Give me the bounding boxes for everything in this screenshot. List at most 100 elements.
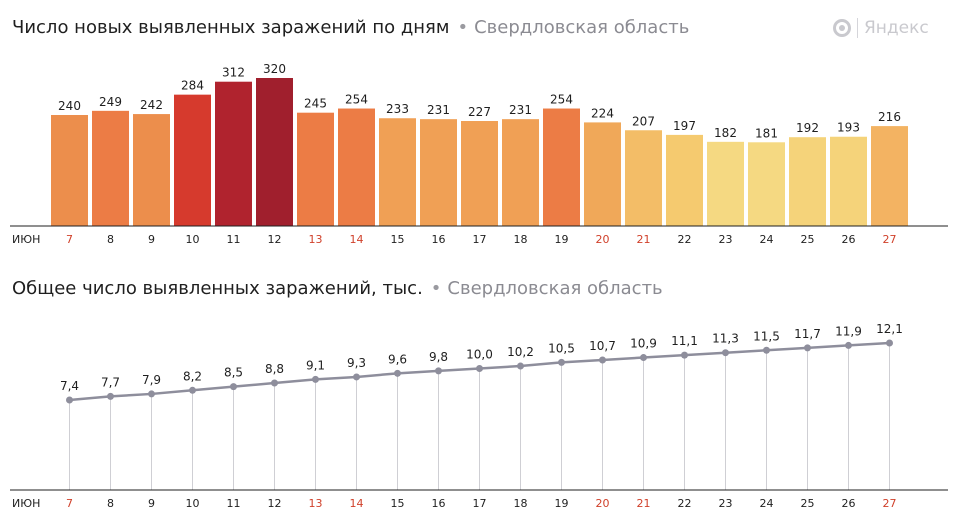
x-tick-label: 27 [883,233,897,246]
region-label: Свердловская область [447,278,663,299]
x-tick-label: 22 [678,233,692,246]
bar-chart-title-row: Число новых выявленных заражений по дням… [12,17,689,38]
point-value-label: 11,1 [671,334,698,348]
bar [748,142,785,226]
point-value-label: 11,9 [835,324,862,338]
x-tick-label: 12 [268,497,282,510]
data-point [763,346,770,354]
point-value-label: 8,5 [224,366,243,380]
bar [420,119,457,226]
x-tick-label: 10 [186,497,200,510]
bar-value-label: 312 [222,66,245,80]
x-tick-label: 22 [678,497,692,510]
data-point [845,341,852,349]
data-point [517,362,524,370]
data-point [804,344,811,352]
data-point [107,392,114,400]
data-point [886,339,893,347]
x-tick-label: 17 [473,233,487,246]
bar-value-label: 320 [263,62,286,76]
data-point [722,349,729,357]
bar-value-label: 224 [591,106,614,120]
x-tick-label: 13 [309,497,323,510]
data-point [230,383,237,391]
bar-value-label: 227 [468,105,491,119]
x-tick-label: 15 [391,233,405,246]
data-point [435,367,442,375]
bar-value-label: 254 [550,93,573,107]
x-tick-label: 18 [514,233,528,246]
bar [133,114,170,226]
x-tick-label: 25 [801,497,815,510]
data-point [681,351,688,359]
point-value-label: 11,7 [794,327,821,341]
point-value-label: 8,8 [265,362,284,376]
bar-value-label: 193 [837,121,860,135]
bar-value-label: 231 [427,103,450,117]
bar-value-label: 181 [755,126,778,140]
bar-value-label: 207 [632,114,655,128]
bar [338,108,375,226]
x-tick-label: 23 [719,497,733,510]
x-tick-label: 25 [801,233,815,246]
x-tick-label: 26 [842,233,856,246]
bar [461,121,498,226]
point-value-label: 9,8 [429,350,448,364]
bar-value-label: 233 [386,102,409,116]
month-label: ИЮН [12,233,40,246]
bar [215,81,252,226]
bar [174,94,211,227]
point-value-label: 10,7 [589,339,616,353]
title-separator: • [430,278,442,299]
bar [51,115,88,226]
point-value-label: 9,1 [306,358,325,372]
point-value-label: 10,9 [630,337,657,351]
x-tick-label: 24 [760,233,774,246]
bar [92,110,129,226]
point-value-label: 11,3 [712,332,739,346]
bar [502,119,539,226]
bar-value-label: 231 [509,103,532,117]
bar [830,136,867,226]
bar [543,108,580,226]
data-point [312,375,319,383]
point-value-label: 7,9 [142,373,161,387]
x-tick-label: 26 [842,497,856,510]
data-point [640,354,647,362]
bar [871,126,908,226]
bar [297,112,334,226]
title-separator: • [457,17,469,38]
data-point [558,358,565,366]
bar-value-label: 192 [796,121,819,135]
point-value-label: 9,3 [347,356,366,370]
data-point [476,364,483,372]
x-tick-label: 14 [350,497,364,510]
x-tick-label: 8 [107,497,114,510]
bar-value-label: 242 [140,98,163,112]
point-value-label: 9,6 [388,352,407,366]
line-chart-title-row: Общее число выявленных заражений, тыс. • С… [12,278,663,299]
x-tick-label: 15 [391,497,405,510]
bar [789,137,826,226]
x-tick-label: 16 [432,497,446,510]
bar-value-label: 197 [673,119,696,133]
bar [379,118,416,226]
bar [256,78,293,226]
bar-value-label: 240 [58,99,81,113]
x-tick-label: 11 [227,497,241,510]
data-point [599,356,606,364]
data-point [148,390,155,398]
x-tick-label: 19 [555,497,569,510]
bar [584,122,621,226]
bar-value-label: 182 [714,126,737,140]
logo-divider [857,18,858,38]
x-tick-label: 9 [148,497,155,510]
bar [625,130,662,226]
month-label: ИЮН [12,497,40,510]
data-point [66,396,73,404]
yandex-logo[interactable]: Яндекс [833,18,929,38]
data-point [271,379,278,387]
x-tick-label: 27 [883,497,897,510]
point-value-label: 10,5 [548,341,575,355]
line-chart-title: Общее число выявленных заражений, тыс. [12,278,423,299]
